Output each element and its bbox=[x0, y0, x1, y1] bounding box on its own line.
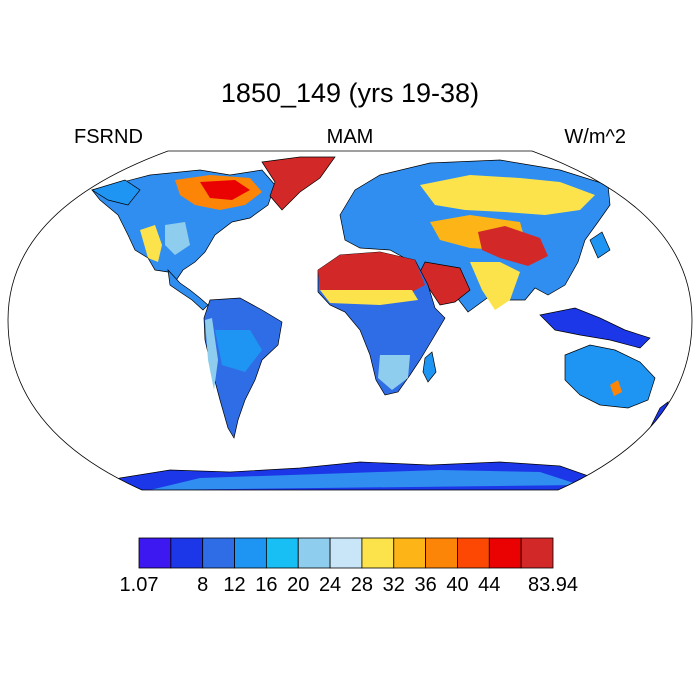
map-title: 1850_149 (yrs 19-38) bbox=[220, 78, 480, 108]
colorbar-tick-label: 36 bbox=[414, 574, 437, 596]
colorbar-tick-label: 40 bbox=[446, 574, 469, 596]
colorbar bbox=[138, 537, 554, 569]
colorbar-swatch bbox=[138, 537, 172, 569]
colorbar-swatch bbox=[170, 537, 204, 569]
colorbar-tick-label: 83.94 bbox=[527, 574, 579, 596]
australia-hotspot bbox=[610, 380, 622, 396]
colorbar-tick-label: 20 bbox=[287, 574, 310, 596]
canadian-arctic-hot bbox=[200, 180, 250, 200]
colorbar-swatch bbox=[265, 537, 299, 569]
sahel bbox=[320, 290, 418, 305]
colorbar-swatch bbox=[457, 537, 490, 569]
colorbar-swatch bbox=[393, 537, 427, 569]
south-asia bbox=[470, 262, 520, 310]
sahara bbox=[318, 252, 425, 293]
colorbar-tick-label: 28 bbox=[350, 574, 374, 596]
colorbar-swatch bbox=[202, 537, 235, 569]
colorbar-tick-label: 44 bbox=[478, 574, 501, 596]
colorbar-swatch bbox=[361, 537, 395, 569]
colorbar-tick-label: 32 bbox=[382, 574, 405, 596]
south-america-central bbox=[215, 330, 262, 372]
colorbar-swatch bbox=[520, 537, 554, 569]
greenland bbox=[261, 156, 336, 211]
andes-highlands bbox=[205, 318, 218, 390]
land-fields bbox=[79, 156, 669, 490]
maritime-southeast-asia bbox=[539, 307, 651, 349]
colorbar-swatch bbox=[425, 537, 458, 569]
colorbar-swatch bbox=[329, 537, 363, 569]
colorbar-swatch bbox=[297, 537, 331, 569]
colorbar-swatch bbox=[488, 537, 522, 569]
colorbar-swatch bbox=[234, 537, 267, 569]
japan bbox=[589, 231, 611, 259]
north-america-midlands bbox=[165, 222, 190, 255]
variable-label: FSRND bbox=[74, 126, 143, 148]
colorbar-tick-label: 12 bbox=[223, 574, 246, 596]
australia bbox=[564, 344, 656, 409]
season-label: MAM bbox=[326, 126, 374, 148]
tibetan-plateau bbox=[478, 226, 548, 266]
units-label: W/m^2 bbox=[564, 126, 626, 148]
northern-eurasia-warm bbox=[420, 175, 595, 215]
madagascar bbox=[422, 351, 437, 383]
north-america-west-highlands bbox=[140, 225, 162, 262]
colorbar-tick-label: 1.07 bbox=[119, 574, 159, 596]
colorbar-tick-label: 24 bbox=[318, 574, 342, 596]
colorbar-tick-label: 8 bbox=[197, 574, 209, 596]
colorbar-tick-label: 16 bbox=[255, 574, 278, 596]
alaska bbox=[91, 179, 141, 206]
map-border bbox=[7, 150, 693, 491]
central-america bbox=[167, 268, 209, 311]
antarctica-interior bbox=[150, 470, 580, 490]
southern-africa-dry bbox=[378, 355, 410, 390]
